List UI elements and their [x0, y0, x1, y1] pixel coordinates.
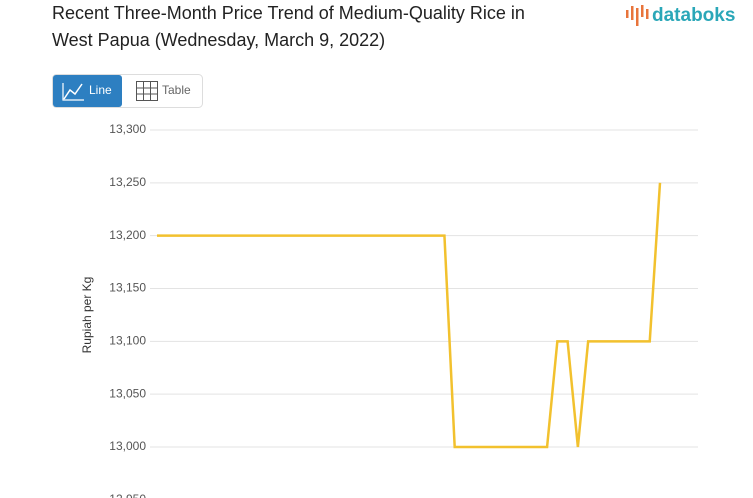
table-icon	[136, 81, 158, 101]
line-icon	[63, 83, 83, 100]
y-tick-label: 13,050	[109, 386, 146, 400]
logo-bar	[641, 5, 644, 17]
brand: databoks	[652, 5, 735, 26]
y-axis-label: Rupiah per Kg	[80, 277, 94, 354]
y-tick-label: 13,300	[109, 122, 146, 136]
y-tick-label: 13,250	[109, 175, 146, 189]
y-tick-label: 13,200	[109, 228, 146, 242]
logo: databoks	[626, 5, 735, 26]
y-tick-label: 13,000	[109, 439, 146, 453]
y-tick-label: 13,150	[109, 281, 146, 295]
chart-title-line1: Recent Three-Month Price Trend of Medium…	[52, 3, 525, 50]
logo-bar	[631, 6, 634, 20]
table-button[interactable]: Table	[136, 81, 192, 101]
line-button[interactable]: Line	[53, 75, 122, 107]
line-button-bg	[53, 75, 122, 107]
y-tick-label: 13,100	[109, 334, 146, 348]
table-icon-grid	[136, 81, 158, 101]
y-tick-label: 12,950	[109, 492, 146, 498]
logo-bar	[646, 9, 649, 19]
line-icon-axis	[62, 83, 84, 101]
line-button-label: Line	[89, 83, 112, 97]
table-button-label: Table	[162, 83, 191, 97]
data-line	[157, 182, 662, 449]
logo-bar	[636, 8, 639, 26]
logo-bar	[626, 10, 629, 18]
